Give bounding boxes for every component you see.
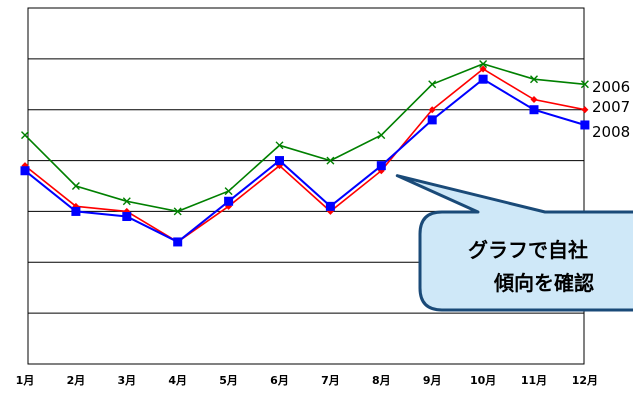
data-point-2008 [325, 201, 335, 211]
data-point-2006 [224, 187, 233, 196]
x-tick-label: 1月 [16, 374, 35, 387]
data-point-2008 [275, 156, 284, 166]
x-tick-label: 6月 [270, 374, 289, 387]
x-tick-label: 11月 [521, 374, 547, 387]
x-tick-label: 8月 [372, 374, 391, 387]
data-point-2008 [580, 120, 590, 130]
data-point-2006 [21, 131, 29, 140]
data-point-2007 [530, 96, 538, 104]
data-point-2007 [581, 106, 589, 114]
data-point-2006 [326, 156, 335, 165]
data-point-2007 [479, 65, 487, 73]
x-tick-label: 2月 [67, 374, 86, 387]
x-tick-label: 12月 [572, 374, 598, 387]
x-tick-label: 4月 [168, 374, 187, 387]
data-point-2008 [20, 166, 30, 176]
data-point-2006 [377, 131, 386, 140]
series-line-2007 [24, 68, 586, 243]
data-point-2008 [173, 237, 183, 247]
data-point-2008 [122, 212, 132, 222]
data-point-2006 [173, 207, 182, 216]
data-point-2008 [529, 105, 539, 115]
data-point-2006 [71, 182, 80, 190]
data-point-2007 [428, 106, 436, 114]
callout-text-line-2: 傾向を確認 [493, 271, 594, 295]
series-line-2008 [24, 77, 586, 244]
data-point-2006 [580, 80, 589, 89]
series-labels: 2006 2007 2008 [592, 78, 630, 141]
x-tick-label: 3月 [117, 374, 136, 387]
series-lines [24, 63, 586, 244]
series-label-2006: 2006 [592, 78, 630, 96]
data-point-2008 [224, 196, 234, 206]
data-point-2008 [478, 74, 488, 84]
x-axis-ticks: 1月 2月 3月 4月 5月 6月 7月 8月 9月 10月 11月 12月 [16, 374, 598, 387]
data-point-2006 [275, 141, 284, 150]
series-label-2007: 2007 [592, 98, 630, 116]
x-tick-label: 5月 [219, 374, 238, 387]
x-tick-label: 7月 [321, 374, 340, 387]
data-point-2006 [428, 80, 437, 89]
callout-bubble [395, 174, 633, 312]
series-markers [20, 59, 590, 247]
data-point-2008 [427, 115, 437, 125]
x-tick-label: 10月 [470, 374, 496, 387]
data-point-2008 [376, 161, 386, 171]
x-tick-label: 9月 [423, 374, 442, 387]
data-point-2006 [479, 59, 488, 68]
data-point-2008 [71, 206, 81, 216]
series-line-2006 [24, 63, 585, 213]
callout-text-line-1: グラフで自社 [468, 238, 588, 262]
data-point-2006 [122, 197, 131, 206]
data-point-2006 [530, 75, 538, 84]
series-label-2008: 2008 [592, 123, 630, 141]
